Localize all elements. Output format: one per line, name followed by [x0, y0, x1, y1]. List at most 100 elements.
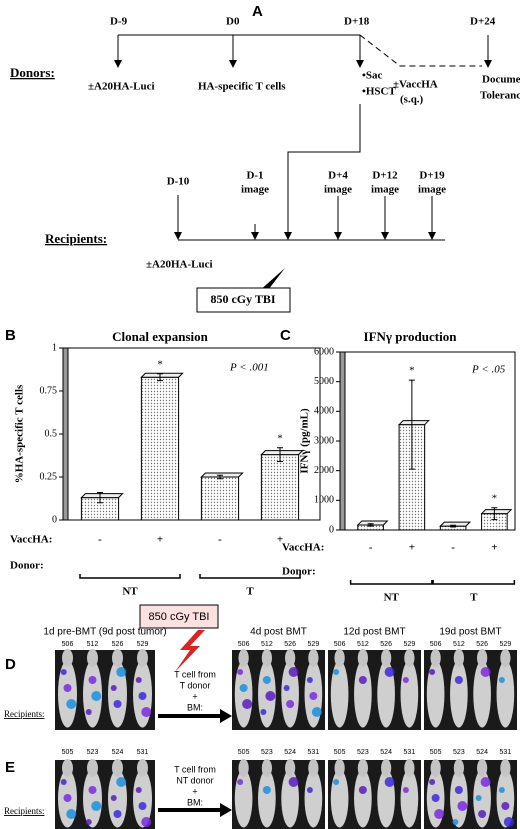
- mouse-id: 531: [308, 749, 320, 756]
- timepoint: D-1: [246, 170, 263, 182]
- event: Document: [482, 74, 520, 86]
- signal: [452, 819, 459, 825]
- group-label: NT: [384, 592, 400, 604]
- timepoint: image: [324, 184, 352, 196]
- panel-label: B: [5, 327, 16, 344]
- transfer-label: T donor: [180, 680, 211, 690]
- timepoint: D-9: [110, 16, 128, 28]
- signal: [306, 787, 313, 793]
- signal: [309, 692, 318, 700]
- signal: [63, 794, 72, 802]
- mouse-id: 523: [453, 749, 465, 756]
- signal: [141, 817, 152, 827]
- p-value: P < .05: [471, 364, 506, 376]
- signal: [358, 786, 367, 794]
- signal: [283, 685, 290, 691]
- signal: [402, 787, 409, 793]
- bar-top: [439, 521, 472, 527]
- y-tick-label: 0.25: [40, 471, 58, 482]
- significance: *: [492, 492, 498, 504]
- bar-top: [80, 493, 124, 499]
- signal: [242, 699, 253, 709]
- signal: [311, 707, 322, 717]
- mouse-head: [62, 649, 73, 667]
- transfer-label: T cell from: [174, 669, 216, 679]
- panel-a: A D-9 D0 D+18 D+24 Donors: ±A20HA-Luci H…: [10, 3, 520, 313]
- signal: [429, 669, 436, 675]
- mouse-id: 512: [87, 641, 99, 648]
- signal: [91, 691, 102, 701]
- signal: [116, 667, 127, 677]
- mouse-id: 506: [62, 641, 74, 648]
- signal: [88, 676, 97, 684]
- signal: [286, 700, 295, 708]
- mouse-head: [112, 649, 123, 667]
- error-bar: [277, 447, 283, 463]
- error-bar: [408, 379, 415, 470]
- signal: [113, 700, 122, 708]
- mouse-id: 523: [261, 749, 273, 756]
- signal: [135, 677, 142, 683]
- event: ±A20HA-Luci: [146, 259, 213, 271]
- panel-label: A: [252, 3, 263, 20]
- x-tick-label: -: [451, 542, 455, 554]
- signal: [384, 667, 395, 677]
- signal: [503, 817, 514, 827]
- timepoint: D+12: [372, 170, 398, 182]
- error-bar: [157, 373, 163, 382]
- group-label: T: [246, 586, 254, 598]
- mouse-head: [87, 649, 98, 667]
- mouse: [400, 660, 419, 728]
- chart-title: IFNγ production: [364, 329, 458, 344]
- mouse-id: 529: [308, 641, 320, 648]
- row-label: Donor:: [282, 566, 316, 578]
- panel-label: D: [5, 656, 16, 673]
- signal: [113, 810, 122, 818]
- signal: [498, 787, 505, 793]
- mouse: [400, 769, 419, 828]
- timepoint: D+24: [470, 16, 496, 28]
- signal: [85, 709, 92, 715]
- signal: [138, 692, 147, 700]
- mouse: [450, 769, 468, 828]
- signal: [454, 676, 463, 684]
- signal: [260, 709, 267, 715]
- signal: [60, 669, 67, 675]
- mouse-id: 529: [137, 641, 149, 648]
- row-label: Donor:: [10, 560, 44, 572]
- error-bar: [367, 523, 374, 527]
- mouse-head: [308, 759, 319, 777]
- transfer-label: NT donor: [176, 775, 213, 785]
- y-tick-label: 5000: [314, 376, 334, 387]
- mouse-head: [238, 759, 249, 777]
- y-tick-label: 0.5: [45, 428, 58, 439]
- error-bar: [217, 474, 223, 480]
- timepoint: image: [418, 184, 446, 196]
- mouse-id: 531: [137, 749, 149, 756]
- mouse: [234, 660, 253, 728]
- image-title: 19d post BMT: [439, 627, 501, 638]
- signal: [237, 779, 244, 785]
- mouse-id: 505: [334, 749, 346, 756]
- transfer-label: +: [192, 786, 197, 796]
- x-tick-label: +: [491, 542, 497, 554]
- p-value: P < .001: [229, 362, 269, 374]
- significance: *: [409, 365, 415, 377]
- image-title: 4d post BMT: [250, 627, 307, 638]
- mouse: [330, 769, 349, 828]
- y-tick-label: 1: [52, 342, 57, 353]
- signal: [141, 707, 152, 717]
- signal: [237, 669, 244, 675]
- signal: [262, 786, 271, 794]
- y-tick-label: 1000: [314, 495, 334, 506]
- row-label: Recipients:: [4, 709, 45, 719]
- signal: [454, 786, 463, 794]
- x-tick-label: -: [218, 534, 222, 546]
- mouse-head: [430, 759, 441, 777]
- signal: [288, 777, 299, 787]
- mouse-head: [500, 759, 511, 777]
- signal: [288, 667, 299, 677]
- significance: *: [277, 432, 283, 444]
- mouse-id: 526: [112, 641, 124, 648]
- signal: [116, 777, 127, 787]
